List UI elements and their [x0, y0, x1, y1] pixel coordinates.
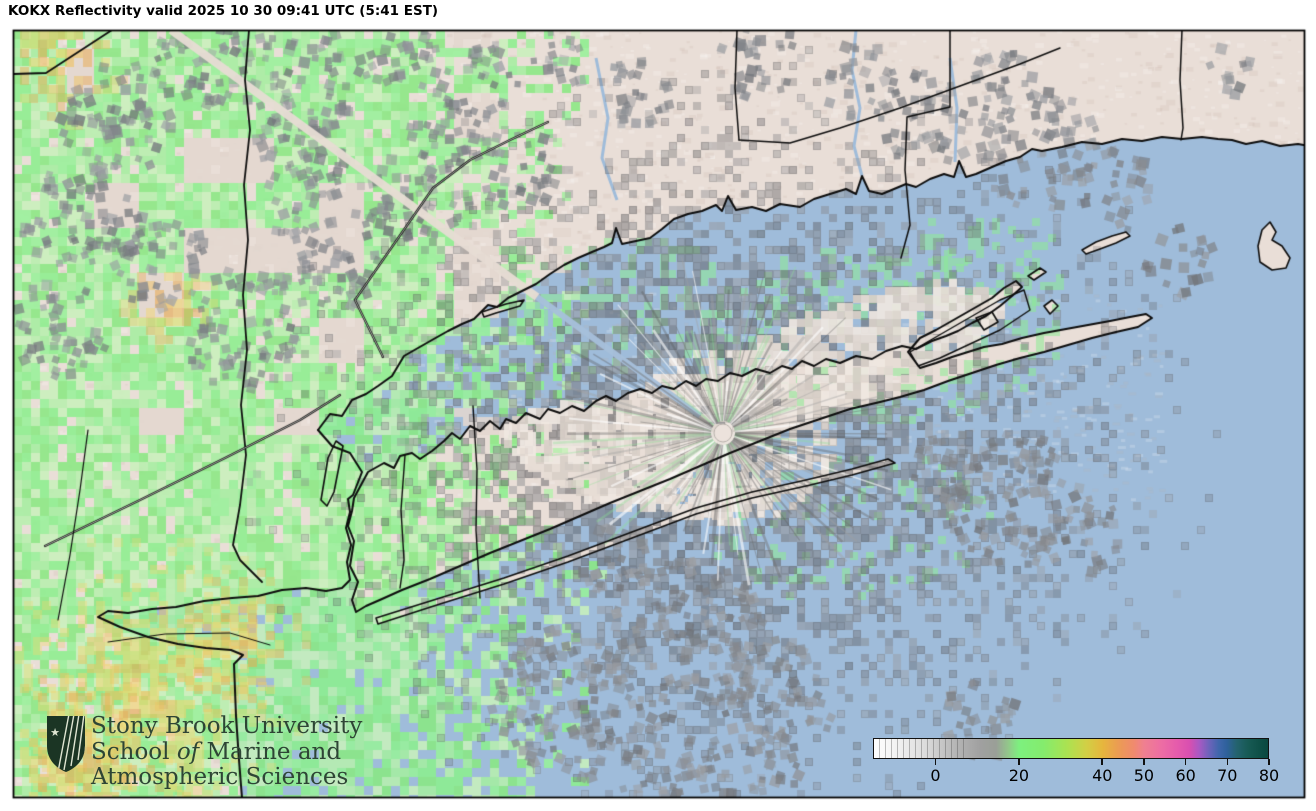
colorbar-tick	[1268, 759, 1270, 765]
colorbar-tick	[1101, 759, 1104, 765]
colorbar-tick	[1018, 759, 1020, 765]
colorbar-tick	[1184, 759, 1187, 765]
logo-line-1: Stony Brook University	[91, 713, 363, 739]
colorbar-tick	[1143, 759, 1145, 765]
colorbar-tick-label: 50	[1133, 766, 1155, 785]
institution-logo: ★ Stony Brook University School of Marin…	[45, 713, 363, 791]
shield-star-icon: ★	[50, 726, 60, 739]
colorbar-tick-label: 0	[930, 766, 941, 785]
logo-text: Stony Brook University School of Marine …	[91, 713, 363, 791]
colorbar-tick-label: 80	[1258, 766, 1280, 785]
colorbar-tick-label: 70	[1217, 766, 1238, 785]
logo-line-2: School of Marine and	[91, 738, 342, 765]
colorbar-hatch-pattern	[874, 739, 970, 758]
colorbar-tick-label: 40	[1092, 766, 1113, 785]
colorbar-tick-label: 60	[1175, 766, 1196, 785]
colorbar-gradient	[873, 738, 1269, 759]
logo-line-3: Atmospheric Sciences	[91, 764, 349, 790]
colorbar-tick-label: 20	[1008, 766, 1030, 785]
colorbar-tick	[1226, 759, 1229, 765]
reflectivity-colorbar: 0 20 40 50 60 70 80	[873, 738, 1279, 798]
university-shield-icon: ★	[47, 716, 85, 772]
colorbar-tick	[934, 759, 937, 765]
